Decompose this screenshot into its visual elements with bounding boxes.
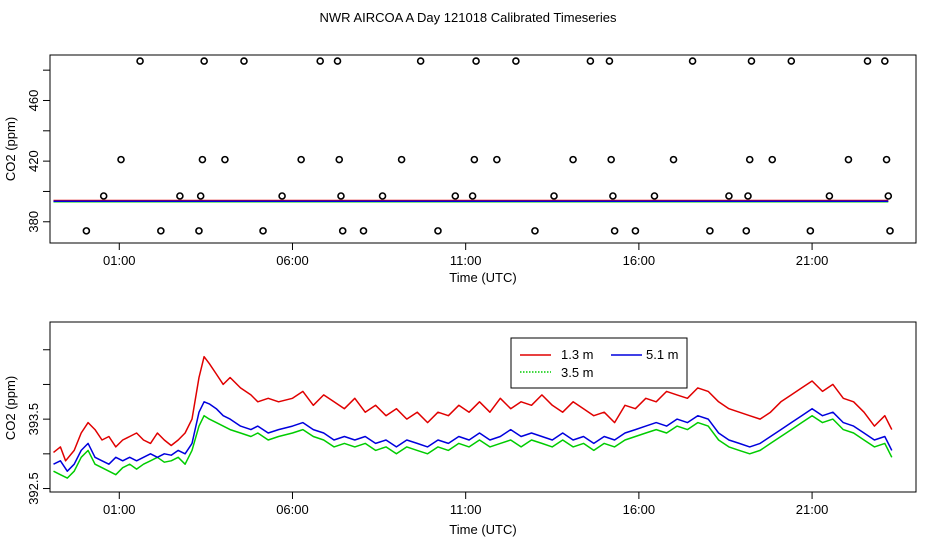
calibration-point [882,58,888,64]
calibration-point [83,228,89,234]
y-tick-label: 460 [26,90,41,112]
series-lines [54,357,892,478]
calibration-point [317,58,323,64]
calibration-point [587,58,593,64]
calibration-point [435,228,441,234]
y-tick-label: 392.5 [26,472,41,505]
calibration-point [473,58,479,64]
calibration-point [887,228,893,234]
x-axis-ticks: 01:00 06:00 11:00 16:00 21:00 [103,243,828,268]
y-tick-label: 380 [26,211,41,233]
calibration-point [196,228,202,234]
panel-calibrated-scatter: CO2 (ppm) Time (UTC) 01:00 06:00 11:00 16:0… [3,55,916,285]
panel-timeseries: CO2 (ppm) Time (UTC) 01:00 06:00 11:00 16:0… [3,322,916,537]
calibration-point [651,193,657,199]
calibration-point [201,58,207,64]
calibration-point [743,228,749,234]
baseline-lines [53,201,888,202]
calibration-point [335,58,341,64]
calibration-point [532,228,538,234]
series-line-5-1-m [54,402,892,471]
calibration-point [707,228,713,234]
calibration-point [826,193,832,199]
calibration-point [241,58,247,64]
calibration-point [298,157,304,163]
legend-label-1-3m: 1.3 m [561,347,594,362]
calibration-point [885,193,891,199]
calibration-point [177,193,183,199]
calibration-point [551,193,557,199]
calibration-point [513,58,519,64]
calibration-point [118,157,124,163]
calibration-point [338,193,344,199]
x-tick-label: 16:00 [623,253,656,268]
calibration-point [610,193,616,199]
calibration-point [399,157,405,163]
calibration-point [199,157,205,163]
figure-title: NWR AIRCOA A Day 121018 Calibrated Times… [320,10,617,25]
x-tick-label: 06:00 [276,253,309,268]
calibration-point [260,228,266,234]
calibration-point [418,58,424,64]
x-tick-label: 11:00 [450,502,482,517]
calibration-point [452,193,458,199]
y-axis-label: CO2 (ppm) [3,376,18,440]
calibration-point [360,228,366,234]
calibration-point [340,228,346,234]
calibration-point [747,157,753,163]
calibration-point [494,157,500,163]
calibration-point [137,58,143,64]
legend-label-3-5m: 3.5 m [561,365,594,380]
y-axis-ticks: 392.5 393.5 [26,350,50,505]
calibration-point [570,157,576,163]
calibration-point [608,157,614,163]
x-axis-label: Time (UTC) [449,270,516,285]
calibration-point [690,58,696,64]
x-axis-label: Time (UTC) [449,522,516,537]
legend-box [511,338,687,388]
calibration-point [279,193,285,199]
x-tick-label: 21:00 [796,253,829,268]
calibration-point [606,58,612,64]
x-tick-label: 11:00 [450,253,482,268]
calibration-point [745,193,751,199]
legend: 1.3 m 3.5 m 5.1 m [511,338,687,388]
plot-frame [50,55,916,243]
calibration-point [845,157,851,163]
calibration-point [884,157,890,163]
calibration-point [632,228,638,234]
calibration-point [726,193,732,199]
legend-label-5-1m: 5.1 m [646,347,679,362]
y-axis-ticks: 380 420 460 [26,70,50,232]
calibration-point [336,157,342,163]
series-line-3-5-m [54,416,892,478]
x-tick-label: 16:00 [623,502,656,517]
calibration-point [471,157,477,163]
y-axis-label: CO2 (ppm) [3,117,18,181]
plot-frame [50,322,916,492]
calibration-points [83,58,893,234]
figure: NWR AIRCOA A Day 121018 Calibrated Times… [0,0,936,540]
x-tick-label: 01:00 [103,253,136,268]
calibration-point [865,58,871,64]
x-tick-label: 21:00 [796,502,829,517]
calibration-point [470,193,476,199]
calibration-point [769,157,775,163]
calibration-point [807,228,813,234]
calibration-point [380,193,386,199]
x-tick-label: 06:00 [276,502,309,517]
x-tick-label: 01:00 [103,502,136,517]
calibration-point [158,228,164,234]
calibration-point [101,193,107,199]
calibration-point [222,157,228,163]
calibration-point [198,193,204,199]
y-tick-label: 393.5 [26,403,41,436]
calibration-point [788,58,794,64]
x-axis-ticks: 01:00 06:00 11:00 16:00 21:00 [103,492,828,517]
y-tick-label: 420 [26,150,41,172]
calibration-point [671,157,677,163]
calibration-point [612,228,618,234]
calibration-point [748,58,754,64]
